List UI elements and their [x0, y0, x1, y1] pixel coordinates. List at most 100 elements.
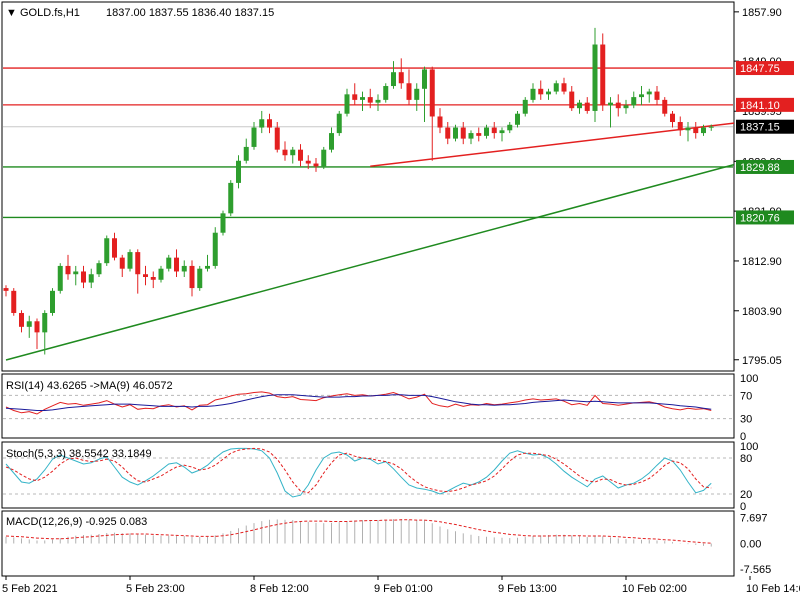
- candle-body: [166, 257, 172, 269]
- candle-body: [398, 72, 404, 84]
- candle-body: [701, 127, 706, 134]
- series-signal: [5, 447, 712, 494]
- candle-body: [453, 127, 458, 139]
- level-tag-bg: [736, 210, 794, 225]
- candle-body: [321, 149, 327, 167]
- candle-body: [112, 238, 117, 258]
- candle-body: [104, 238, 110, 264]
- level-tag-label: 1841.10: [740, 100, 780, 112]
- indicator-axis-label: 20: [740, 489, 752, 501]
- candle-body: [476, 133, 482, 136]
- candle-body: [267, 119, 272, 128]
- indicator-axis-label: 30: [740, 414, 752, 426]
- current-price-tag: [736, 119, 794, 134]
- candle-body: [26, 321, 32, 327]
- macd-axis-label: -7.565: [740, 564, 771, 576]
- price-axis-label: 1857.90: [742, 7, 782, 19]
- candle-body: [57, 265, 63, 291]
- macd-pane-frame: [1, 510, 735, 577]
- candle-body: [150, 277, 156, 280]
- candle-body: [42, 312, 48, 333]
- candle-body: [11, 290, 17, 313]
- level-tag-bg: [736, 159, 794, 174]
- level-tag-bg: [736, 97, 794, 112]
- candle-body: [383, 86, 389, 100]
- candle-body: [592, 44, 598, 111]
- candle-body: [538, 88, 544, 95]
- candle-body: [88, 274, 94, 283]
- candle-body: [259, 119, 265, 128]
- candle-body: [445, 127, 451, 139]
- candle-body: [515, 113, 520, 125]
- candle-body: [290, 149, 296, 156]
- macd-axis-label: 0.00: [740, 539, 761, 551]
- candle-body: [561, 83, 567, 92]
- price-axis-label: 1803.90: [742, 306, 782, 318]
- time-axis-label: 9 Feb 13:00: [498, 583, 557, 595]
- candle-body: [189, 265, 195, 289]
- trendline-green: [5, 163, 735, 361]
- time-axis-label: 9 Feb 01:00: [374, 583, 433, 595]
- candle-body: [73, 271, 79, 275]
- candle-body: [615, 102, 621, 109]
- candle-body: [569, 91, 575, 109]
- candle-body: [577, 102, 582, 109]
- macd-label: MACD(12,26,9) -0.925 0.083: [6, 516, 147, 528]
- candle-body: [3, 288, 9, 291]
- candle-body: [243, 146, 249, 161]
- candle-body: [654, 91, 660, 100]
- candle-body: [313, 163, 319, 167]
- macd-signal-line: [5, 519, 712, 544]
- candle-body: [336, 113, 342, 134]
- candle-body: [600, 44, 606, 106]
- candle-body: [119, 257, 125, 269]
- time-axis-label: 8 Feb 12:00: [250, 583, 309, 595]
- candle-body: [367, 97, 373, 103]
- candle-body: [251, 127, 257, 147]
- candle-body: [662, 99, 668, 114]
- candle-body: [329, 133, 334, 150]
- candle-body: [646, 91, 652, 95]
- candle-body: [693, 127, 699, 134]
- level-tag-bg: [736, 61, 794, 76]
- level-tag-label: 1829.88: [740, 162, 780, 174]
- candle-body: [530, 88, 536, 100]
- candle-body: [360, 97, 365, 100]
- candle-body: [553, 83, 559, 92]
- time-axis: 5 Feb 2021 5 Feb 23:00 8 Feb 12:00 9 Feb 01…: [2, 576, 800, 595]
- candle-body: [708, 126, 714, 128]
- chart-title-icon: ▼: [6, 7, 17, 19]
- candle-body: [352, 94, 358, 100]
- candle-body: [282, 149, 288, 156]
- macd-layer: 7.697 0.00 -7.565: [5, 512, 771, 576]
- candle-body: [437, 116, 443, 128]
- candle-body: [298, 149, 303, 161]
- time-axis-label: 10 Feb 14:00: [746, 583, 800, 595]
- candle-body: [414, 88, 420, 100]
- symbol-label: GOLD.fs,H1: [20, 7, 80, 19]
- candle-body: [212, 232, 218, 266]
- series-ma: [5, 394, 712, 411]
- candle-body: [228, 182, 234, 214]
- candle-body: [34, 321, 40, 333]
- candle-body: [677, 122, 683, 131]
- level-tag-label: 1820.76: [740, 212, 780, 224]
- price-axis-label: 1795.05: [742, 355, 782, 367]
- candle-body: [422, 69, 427, 89]
- candle-body: [81, 271, 86, 283]
- candle-body: [631, 97, 637, 106]
- series-main: [5, 447, 712, 498]
- candle-body: [274, 127, 280, 150]
- macd-axis-label: 7.697: [740, 512, 768, 524]
- stoch-pane-frame: [1, 441, 735, 509]
- indicator-axis-label: 100: [740, 373, 758, 385]
- candle-body: [305, 160, 311, 164]
- candle-body: [484, 127, 489, 136]
- candle-body: [344, 94, 350, 114]
- candle-body: [499, 130, 505, 134]
- time-axis-label: 10 Feb 02:00: [622, 583, 687, 595]
- candle-body: [158, 268, 164, 280]
- candle-body: [197, 268, 203, 289]
